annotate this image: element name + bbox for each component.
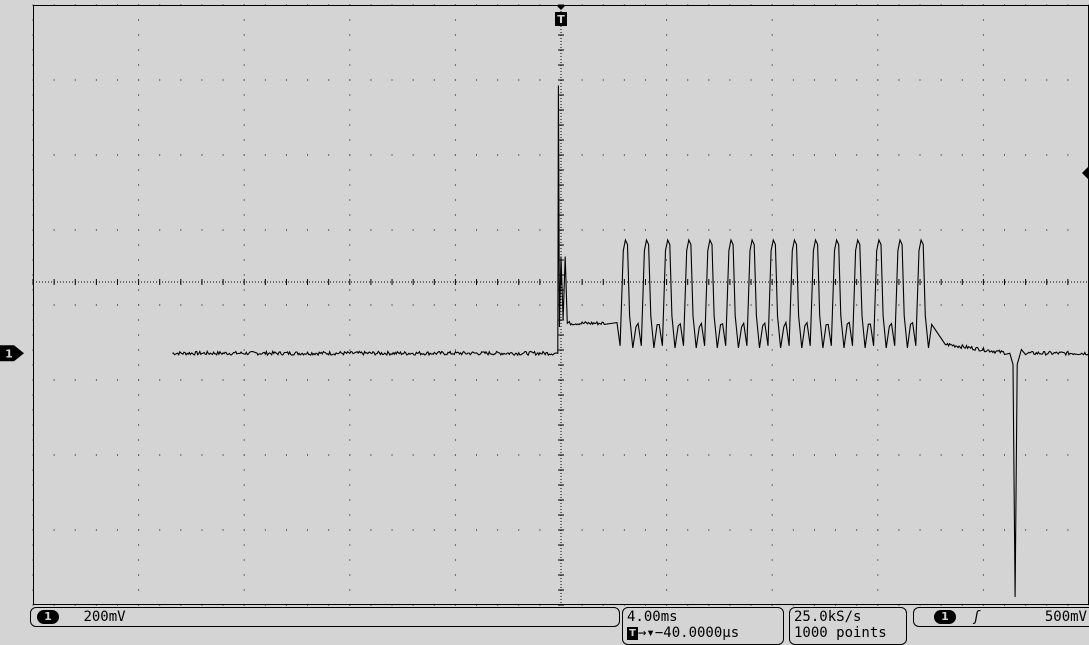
- trigger-position-arrow-icon: →▾: [638, 625, 655, 641]
- trigger-level-value: 500mV: [1044, 609, 1087, 625]
- channel1-waveform-trace: [172, 85, 1089, 598]
- trigger-position-icon: T: [627, 626, 638, 640]
- record-length: 1000 points: [794, 625, 887, 641]
- trigger-position-value: −40.0000µs: [654, 625, 740, 641]
- ground-marker-label: 1: [5, 347, 13, 360]
- channel1-badge: 1: [37, 610, 59, 624]
- trigger-readout[interactable]: 1 ʃ 500mV: [913, 607, 1089, 627]
- channel1-ground-marker[interactable]: 1: [0, 345, 24, 362]
- trigger-source-badge: 1: [934, 610, 956, 624]
- timebase-readout[interactable]: 4.00ms T →▾−40.0000µs: [622, 607, 784, 645]
- trigger-level-marker[interactable]: [1082, 166, 1089, 180]
- trigger-position-line: T →▾−40.0000µs: [627, 625, 779, 641]
- graticule-grid: [32, 4, 1089, 606]
- rising-edge-icon: ʃ: [972, 609, 981, 625]
- trigger-position-marker[interactable]: T: [555, 5, 567, 26]
- acquisition-readout[interactable]: 25.0kS/s 1000 points: [789, 607, 907, 645]
- sample-rate: 25.0kS/s: [794, 609, 862, 625]
- trigger-marker-label: T: [557, 13, 565, 26]
- channel1-scale-readout[interactable]: 1 200mV: [30, 607, 620, 627]
- channel1-scale-value: 200mV: [83, 609, 126, 625]
- timebase-scale: 4.00ms: [627, 609, 678, 625]
